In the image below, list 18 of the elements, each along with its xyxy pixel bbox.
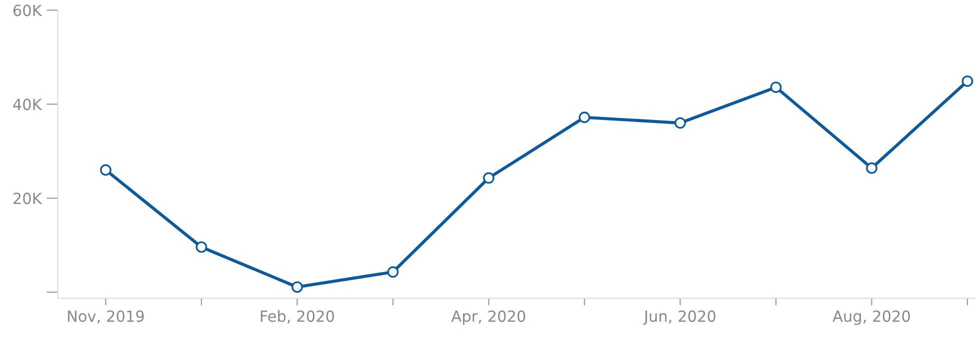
point: [100, 164, 112, 176]
x-tick-label: Apr, 2020: [451, 310, 526, 325]
point: [866, 162, 878, 174]
point: [482, 172, 494, 184]
point: [578, 112, 590, 124]
point: [387, 266, 399, 278]
point: [291, 281, 303, 293]
point: [962, 75, 974, 87]
x-tick-label: Nov, 2019: [68, 310, 144, 324]
y-tick-label: 60K: [13, 4, 42, 16]
x-tick-label: Feb, 2020: [260, 310, 334, 324]
x-tick-label: Aug, 2020: [832, 310, 910, 325]
point: [770, 82, 782, 93]
x-tick-label: Jun, 2020: [643, 310, 716, 325]
point: [196, 241, 208, 253]
point: [674, 117, 686, 129]
y-tick-label: 40K: [13, 98, 42, 110]
y-tick-label: 20K: [14, 192, 42, 204]
